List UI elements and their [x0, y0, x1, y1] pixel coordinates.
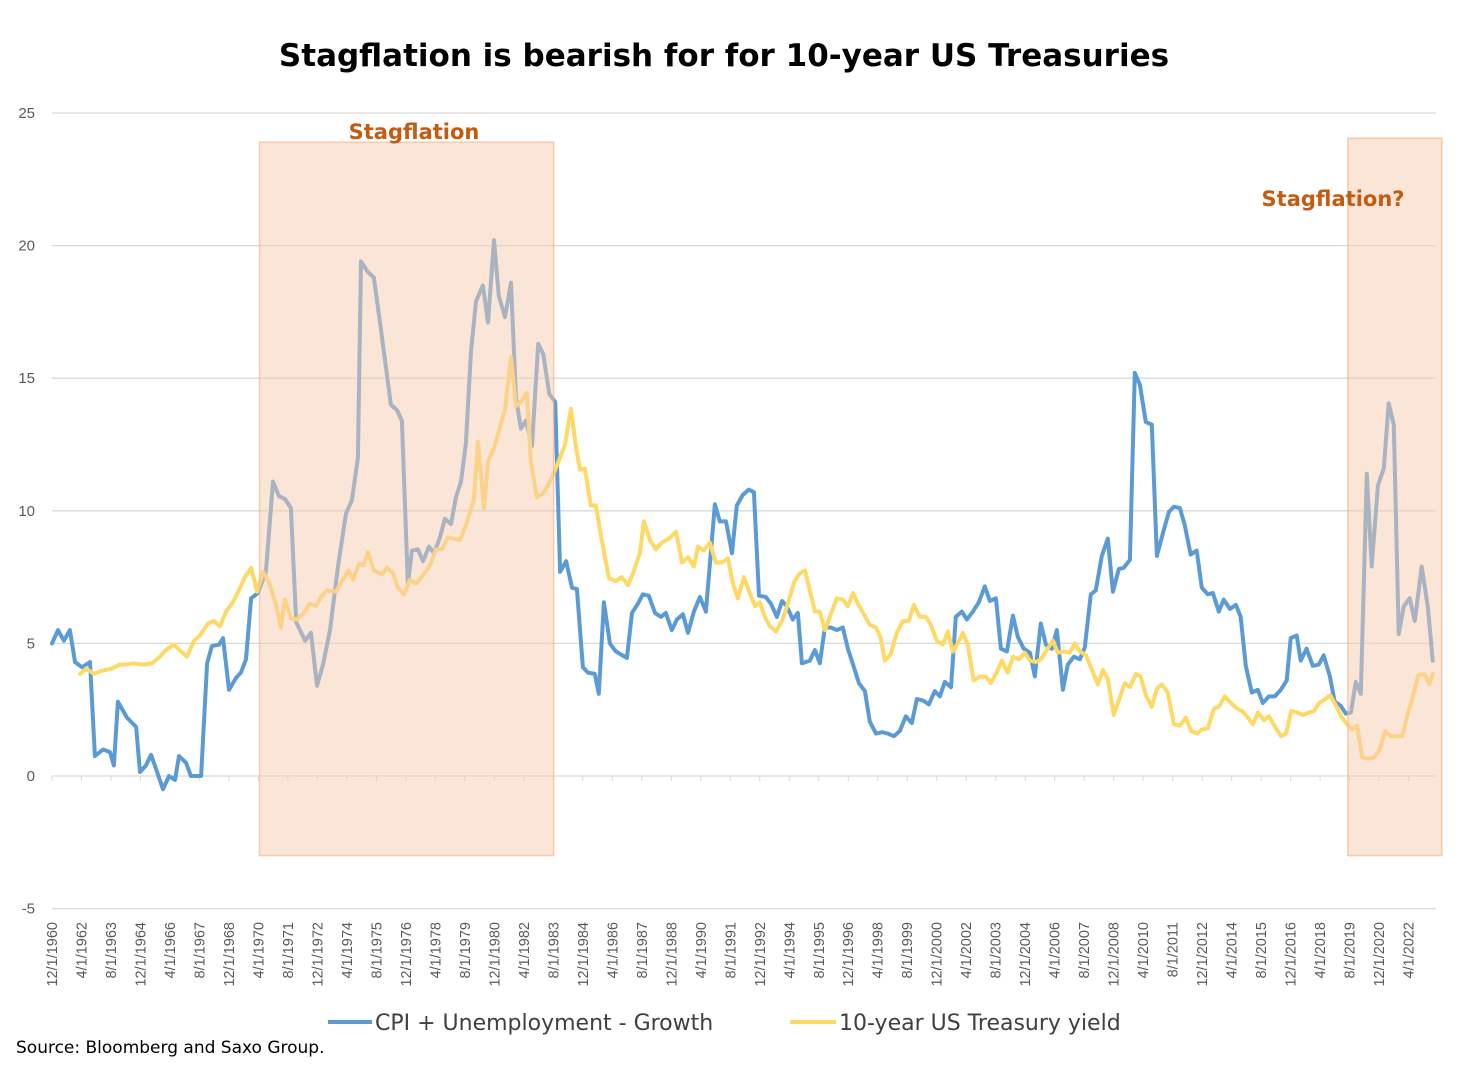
- annotation-stagflation: Stagflation: [349, 120, 480, 144]
- chart-title: Stagflation is bearish for for 10-year U…: [279, 38, 1169, 74]
- x-tick-label: 12/1/2008: [1107, 922, 1123, 987]
- shaded-regions: [258, 137, 1443, 857]
- x-tick-label: 12/1/1968: [222, 922, 238, 987]
- y-tick-label: 10: [18, 503, 35, 520]
- x-tick-label: 12/1/1980: [487, 922, 503, 987]
- x-tick-label: 4/1/1974: [340, 922, 356, 978]
- y-axis-tick-labels: 25 20 15 10 5 0 -5: [18, 105, 35, 918]
- x-tick-label: 8/1/1963: [104, 922, 120, 978]
- y-tick-label: 5: [27, 635, 35, 652]
- source-note: Source: Bloomberg and Saxo Group.: [16, 1038, 325, 1058]
- annotation-stagflation-question: Stagflation?: [1262, 187, 1405, 211]
- x-tick-label: 4/1/1962: [74, 922, 90, 978]
- x-tick-label: 8/1/2007: [1077, 922, 1093, 978]
- x-tick-label: 12/1/2020: [1372, 922, 1388, 987]
- x-tick-label: 4/1/2002: [959, 922, 975, 978]
- y-tick-label: -5: [22, 901, 35, 918]
- x-tick-label: 4/1/1990: [694, 922, 710, 978]
- x-tick-label: 12/1/2012: [1195, 922, 1211, 987]
- x-tick-label: 4/1/2010: [1136, 922, 1152, 978]
- x-tick-label: 8/1/1975: [369, 922, 385, 978]
- x-tick-label: 12/1/1992: [753, 922, 769, 987]
- x-tick-label: 8/1/1991: [723, 922, 739, 978]
- x-tick-label: 12/1/1996: [841, 922, 857, 987]
- y-tick-label: 20: [18, 238, 35, 255]
- x-tick-label: 12/1/1976: [399, 922, 415, 987]
- x-tick-label: 8/1/1987: [635, 922, 651, 978]
- shaded-region-stagflation: [258, 141, 555, 857]
- x-tick-label: 4/1/1998: [871, 922, 887, 978]
- x-tick-label: 12/1/2004: [1018, 922, 1034, 987]
- x-tick-label: 8/1/2019: [1343, 922, 1359, 978]
- x-tick-label: 8/1/1983: [546, 922, 562, 978]
- x-tick-label: 12/1/1988: [664, 922, 680, 987]
- x-tick-label: 12/1/1964: [133, 922, 149, 987]
- x-tick-label: 8/1/1999: [900, 922, 916, 978]
- x-tick-label: 8/1/1967: [192, 922, 208, 978]
- x-tick-label: 4/1/1970: [251, 922, 267, 978]
- x-tick-label: 4/1/2014: [1225, 922, 1241, 978]
- x-tick-label: 4/1/2006: [1048, 922, 1064, 978]
- x-tick-label: 4/1/1978: [428, 922, 444, 978]
- y-tick-label: 0: [27, 768, 35, 785]
- x-tick-label: 8/1/2011: [1166, 922, 1182, 977]
- x-axis-tick-labels: 12/1/1960 4/1/1962 8/1/1963 12/1/1964 4/1/19…: [45, 922, 1418, 987]
- x-tick-label: 8/1/1995: [812, 922, 828, 978]
- x-tick-label: 4/1/1966: [163, 922, 179, 978]
- x-tick-label: 12/1/1972: [310, 922, 326, 987]
- x-tick-label: 12/1/2000: [930, 922, 946, 987]
- shaded-region-stagflation-question: [1347, 137, 1443, 857]
- x-tick-label: 12/1/1984: [576, 922, 592, 987]
- x-tick-label: 8/1/2015: [1254, 922, 1270, 978]
- y-tick-label: 15: [18, 370, 35, 387]
- x-tick-label: 4/1/2022: [1402, 922, 1418, 978]
- x-tick-label: 8/1/1979: [458, 922, 474, 978]
- x-tick-label: 4/1/1982: [517, 922, 533, 978]
- x-tick-label: 8/1/2003: [989, 922, 1005, 978]
- y-tick-label: 25: [18, 105, 35, 122]
- x-tick-label: 4/1/1986: [605, 922, 621, 978]
- x-tick-label: 12/1/1960: [45, 922, 61, 987]
- x-tick-label: 12/1/2016: [1284, 922, 1300, 987]
- x-tick-label: 4/1/1994: [782, 922, 798, 978]
- legend: CPI + Unemployment - Growth 10-year US T…: [328, 1011, 1121, 1036]
- legend-label-treasury: 10-year US Treasury yield: [839, 1011, 1121, 1036]
- x-tick-label: 4/1/2018: [1313, 922, 1329, 978]
- legend-label-cpi: CPI + Unemployment - Growth: [375, 1011, 713, 1036]
- x-tick-label: 8/1/1971: [281, 922, 297, 978]
